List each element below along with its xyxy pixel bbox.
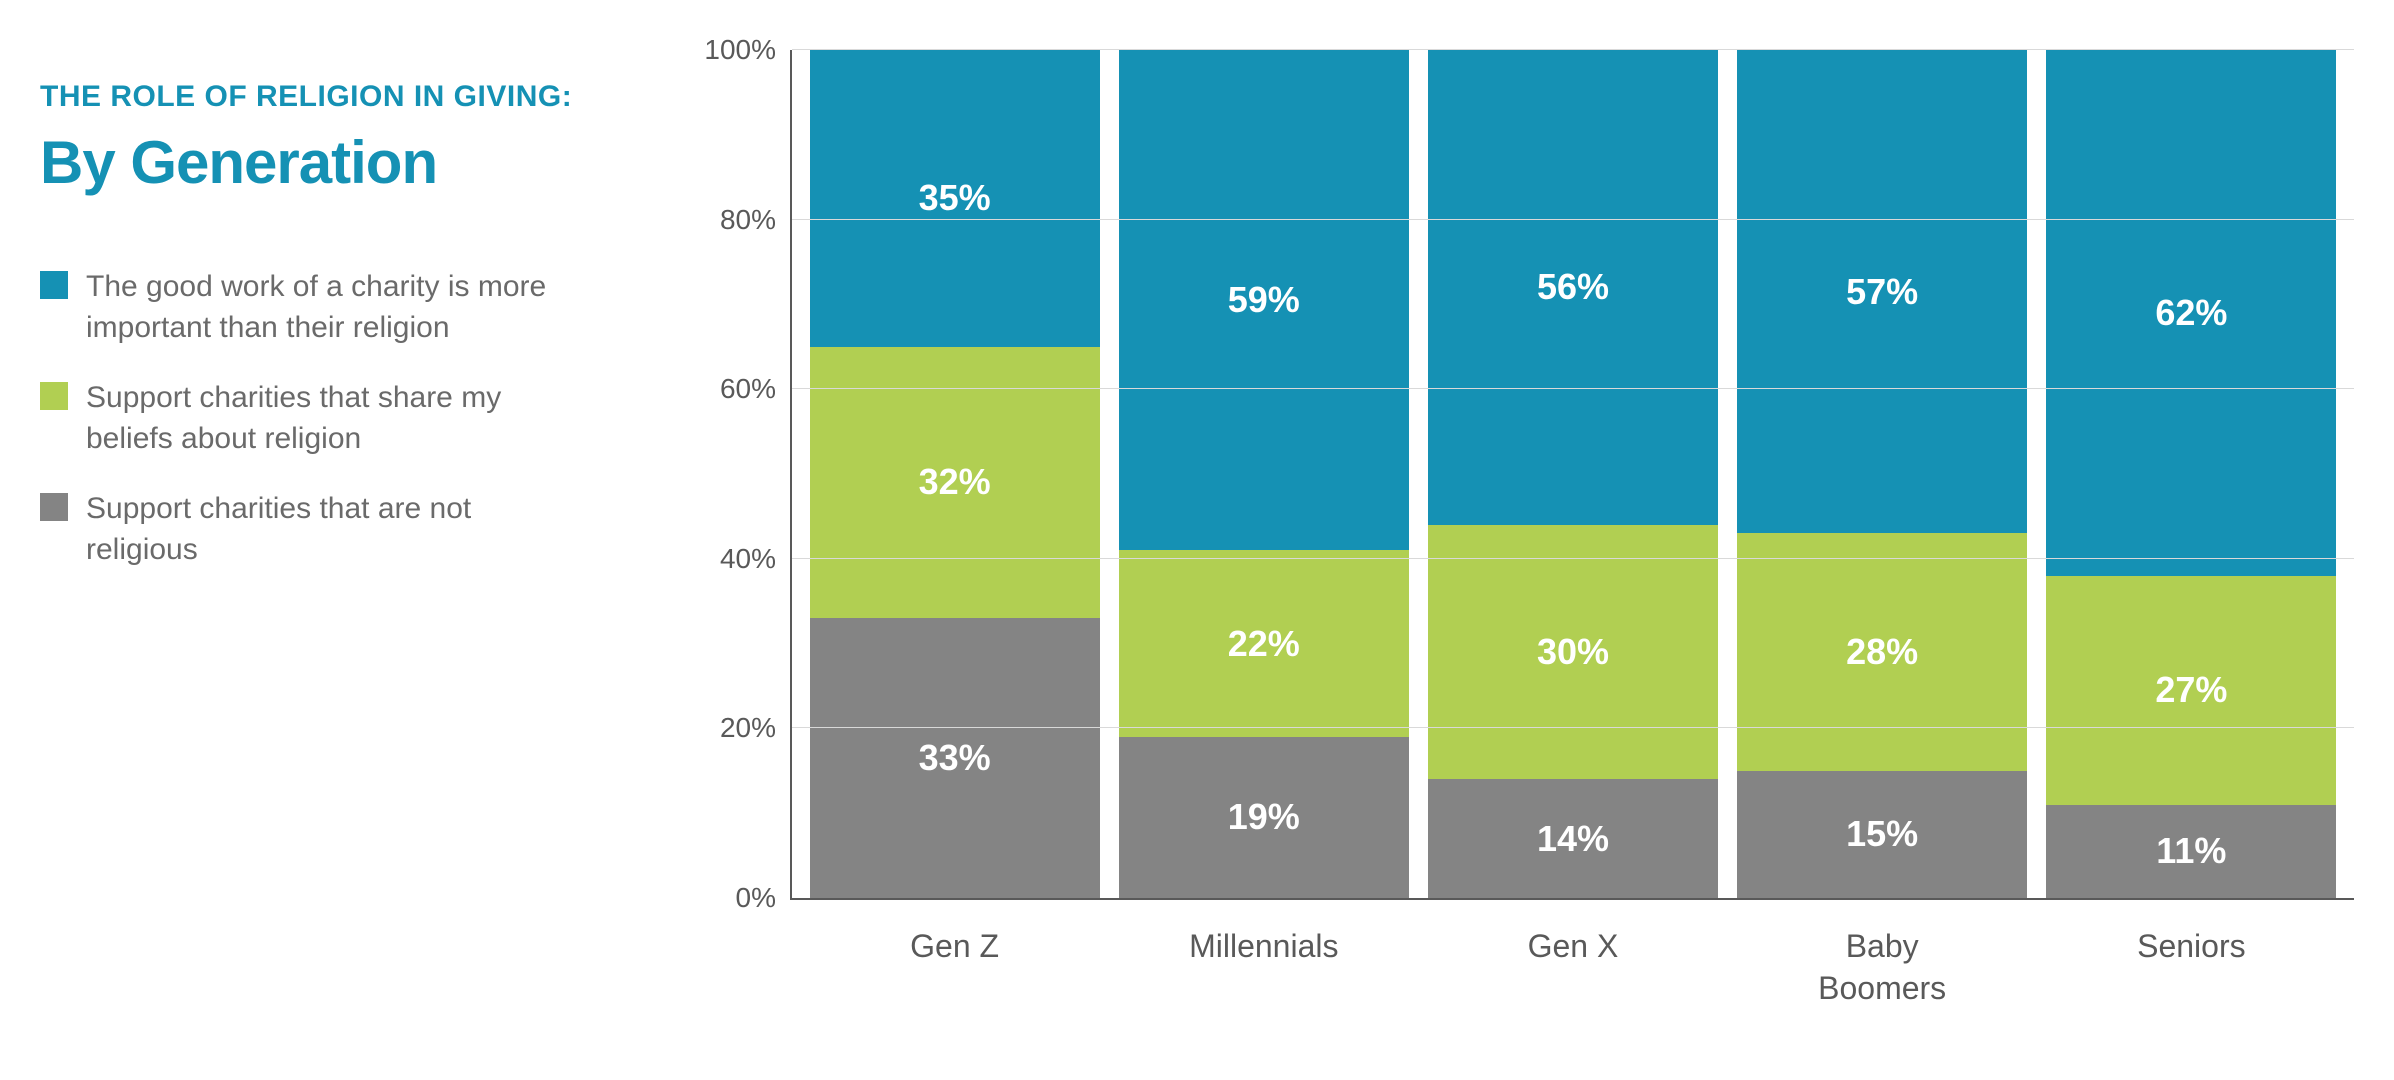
bar-group: 62%27%11%Seniors <box>2046 50 2336 898</box>
ytick-label: 20% <box>720 712 792 744</box>
legend-label: The good work of a charity is more impor… <box>86 267 586 348</box>
gridline <box>792 558 2354 559</box>
bar-segment-share_beliefs: 30% <box>1428 525 1718 779</box>
bar-segment-not_religious: 19% <box>1119 737 1409 898</box>
chart-title: By Generation <box>40 128 650 197</box>
bar-group: 56%30%14%Gen X <box>1428 50 1718 898</box>
bar-segment-not_religious: 14% <box>1428 779 1718 898</box>
xtick-label: Gen X <box>1473 898 1673 968</box>
legend-label: Support charities that share my beliefs … <box>86 378 586 459</box>
bar-segment-not_religious: 11% <box>2046 805 2336 898</box>
bar-segment-good_work: 59% <box>1119 50 1409 550</box>
ytick-label: 100% <box>704 34 792 66</box>
bar-segment-not_religious: 15% <box>1737 771 2027 898</box>
ytick-label: 40% <box>720 543 792 575</box>
bar-segment-share_beliefs: 27% <box>2046 576 2336 805</box>
bar-segment-share_beliefs: 28% <box>1737 533 2027 770</box>
chart-container: THE ROLE OF RELIGION IN GIVING: By Gener… <box>40 30 2354 1050</box>
bars-container: 35%32%33%Gen Z59%22%19%Millennials56%30%… <box>792 50 2354 898</box>
legend-item: Support charities that are not religious <box>40 489 650 570</box>
bar-segment-share_beliefs: 22% <box>1119 550 1409 737</box>
plot-area: 35%32%33%Gen Z59%22%19%Millennials56%30%… <box>790 50 2354 900</box>
gridline <box>792 727 2354 728</box>
legend-swatch <box>40 382 68 410</box>
ytick-label: 60% <box>720 373 792 405</box>
gridline <box>792 388 2354 389</box>
left-panel: THE ROLE OF RELIGION IN GIVING: By Gener… <box>40 30 650 1050</box>
bar-group: 57%28%15%Baby Boomers <box>1737 50 2027 898</box>
bar-segment-good_work: 35% <box>810 50 1100 347</box>
bar-segment-good_work: 57% <box>1737 50 2027 533</box>
legend-swatch <box>40 493 68 521</box>
gridline <box>792 219 2354 220</box>
ytick-label: 0% <box>736 882 792 914</box>
xtick-label: Gen Z <box>855 898 1055 968</box>
legend-item: Support charities that share my beliefs … <box>40 378 650 459</box>
ytick-label: 80% <box>720 204 792 236</box>
xtick-label: Baby Boomers <box>1782 898 1982 1009</box>
bar-group: 59%22%19%Millennials <box>1119 50 1409 898</box>
legend: The good work of a charity is more impor… <box>40 267 650 570</box>
bar-segment-good_work: 62% <box>2046 50 2336 576</box>
bar-segment-good_work: 56% <box>1428 50 1718 525</box>
chart-kicker: THE ROLE OF RELIGION IN GIVING: <box>40 80 650 114</box>
legend-label: Support charities that are not religious <box>86 489 586 570</box>
gridline <box>792 49 2354 50</box>
legend-item: The good work of a charity is more impor… <box>40 267 650 348</box>
chart-panel: 35%32%33%Gen Z59%22%19%Millennials56%30%… <box>710 30 2354 1050</box>
bar-group: 35%32%33%Gen Z <box>810 50 1100 898</box>
legend-swatch <box>40 271 68 299</box>
xtick-label: Millennials <box>1164 898 1364 968</box>
bar-segment-not_religious: 33% <box>810 618 1100 898</box>
xtick-label: Seniors <box>2091 898 2291 968</box>
